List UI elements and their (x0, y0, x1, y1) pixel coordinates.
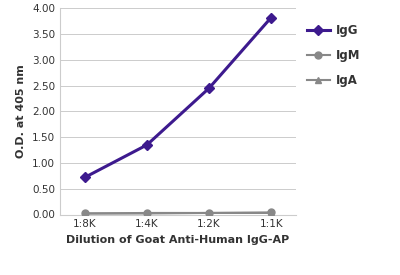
IgG (207, 87, 212, 90)
Legend: IgG, IgM, IgA: IgG, IgM, IgA (307, 24, 361, 87)
Line: IgM: IgM (81, 209, 275, 217)
X-axis label: Dilution of Goat Anti-Human IgG-AP: Dilution of Goat Anti-Human IgG-AP (66, 235, 290, 245)
IgM (144, 211, 149, 215)
IgM (269, 211, 274, 214)
IgG (144, 143, 149, 147)
IgA (144, 212, 149, 215)
IgM (207, 211, 212, 215)
IgG (82, 176, 87, 179)
Line: IgG: IgG (81, 14, 275, 181)
IgA (269, 211, 274, 215)
Y-axis label: O.D. at 405 nm: O.D. at 405 nm (16, 65, 26, 158)
IgG (269, 16, 274, 19)
Line: IgA: IgA (81, 210, 275, 217)
IgA (82, 212, 87, 215)
IgA (207, 211, 212, 215)
IgM (82, 212, 87, 215)
